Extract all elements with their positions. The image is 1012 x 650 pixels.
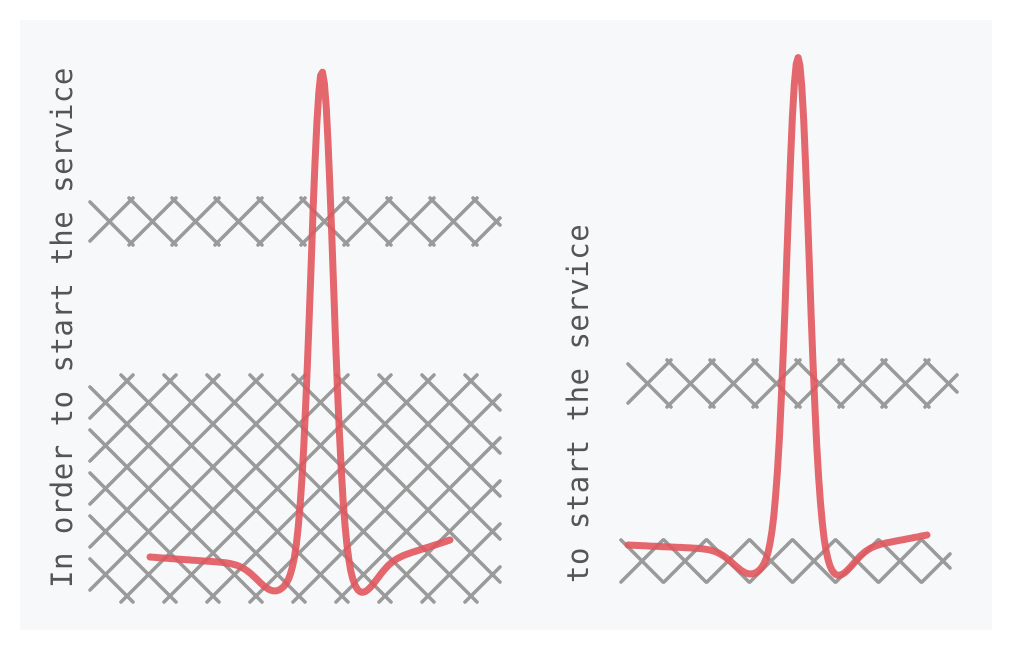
- hatch-line: [248, 373, 479, 604]
- hatch-line: [463, 565, 502, 604]
- panel-left: In order to start the service: [20, 20, 520, 630]
- hatch-line: [334, 373, 502, 541]
- hatch-line: [88, 428, 264, 604]
- hatch-line: [170, 196, 221, 247]
- right-peak-curve: [624, 54, 931, 579]
- hatch-line: [88, 471, 221, 604]
- hatch-line: [665, 358, 716, 409]
- hatch-line: [291, 393, 502, 604]
- hatch-line: [342, 196, 393, 247]
- hatch-line: [88, 196, 135, 243]
- hatch-line: [88, 373, 264, 549]
- hatch-line: [626, 362, 673, 409]
- panel-right-drawing: to start the service: [561, 54, 959, 584]
- hatch-line: [794, 358, 845, 409]
- hatch-line: [377, 373, 502, 498]
- hatch-line: [428, 196, 479, 247]
- panel-right: to start the service: [540, 20, 992, 630]
- left-hatch-band-bottom: [88, 373, 502, 604]
- hatch-line: [291, 373, 502, 584]
- hatch-line: [626, 358, 673, 405]
- hatch-line: [920, 538, 952, 570]
- hatch-line: [877, 538, 923, 584]
- hatch-line: [880, 358, 931, 409]
- hatch-line: [920, 552, 952, 584]
- hatch-line: [88, 373, 221, 506]
- hatch-line: [119, 373, 350, 604]
- hatch-line: [88, 200, 135, 247]
- hatch-line: [334, 436, 502, 604]
- hatch-line: [88, 373, 135, 420]
- hatch-line: [256, 196, 307, 247]
- hatch-line: [127, 196, 178, 247]
- panel-right-label: to start the service: [561, 224, 595, 583]
- hatch-line: [751, 358, 802, 409]
- hatch-line: [88, 373, 307, 592]
- hatch-line: [420, 522, 502, 604]
- panel-left-label: In order to start the service: [45, 67, 79, 588]
- hatch-line: [420, 373, 502, 455]
- hatch-line: [837, 358, 888, 409]
- hatch-line: [923, 358, 959, 394]
- hatch-line: [213, 196, 264, 247]
- hatch-line: [923, 373, 959, 409]
- hatch-line: [708, 358, 759, 409]
- left-peak-curve: [146, 68, 454, 596]
- hatch-line: [385, 196, 436, 247]
- hatch-line: [205, 373, 436, 604]
- right-hatch-band-top: [626, 358, 959, 409]
- hatch-line: [88, 373, 178, 463]
- panel-left-drawing: In order to start the service: [45, 67, 502, 604]
- diagram-canvas: In order to start the service to start t…: [20, 20, 992, 630]
- left-hatch-band-top: [88, 196, 502, 247]
- hatch-line: [471, 216, 502, 247]
